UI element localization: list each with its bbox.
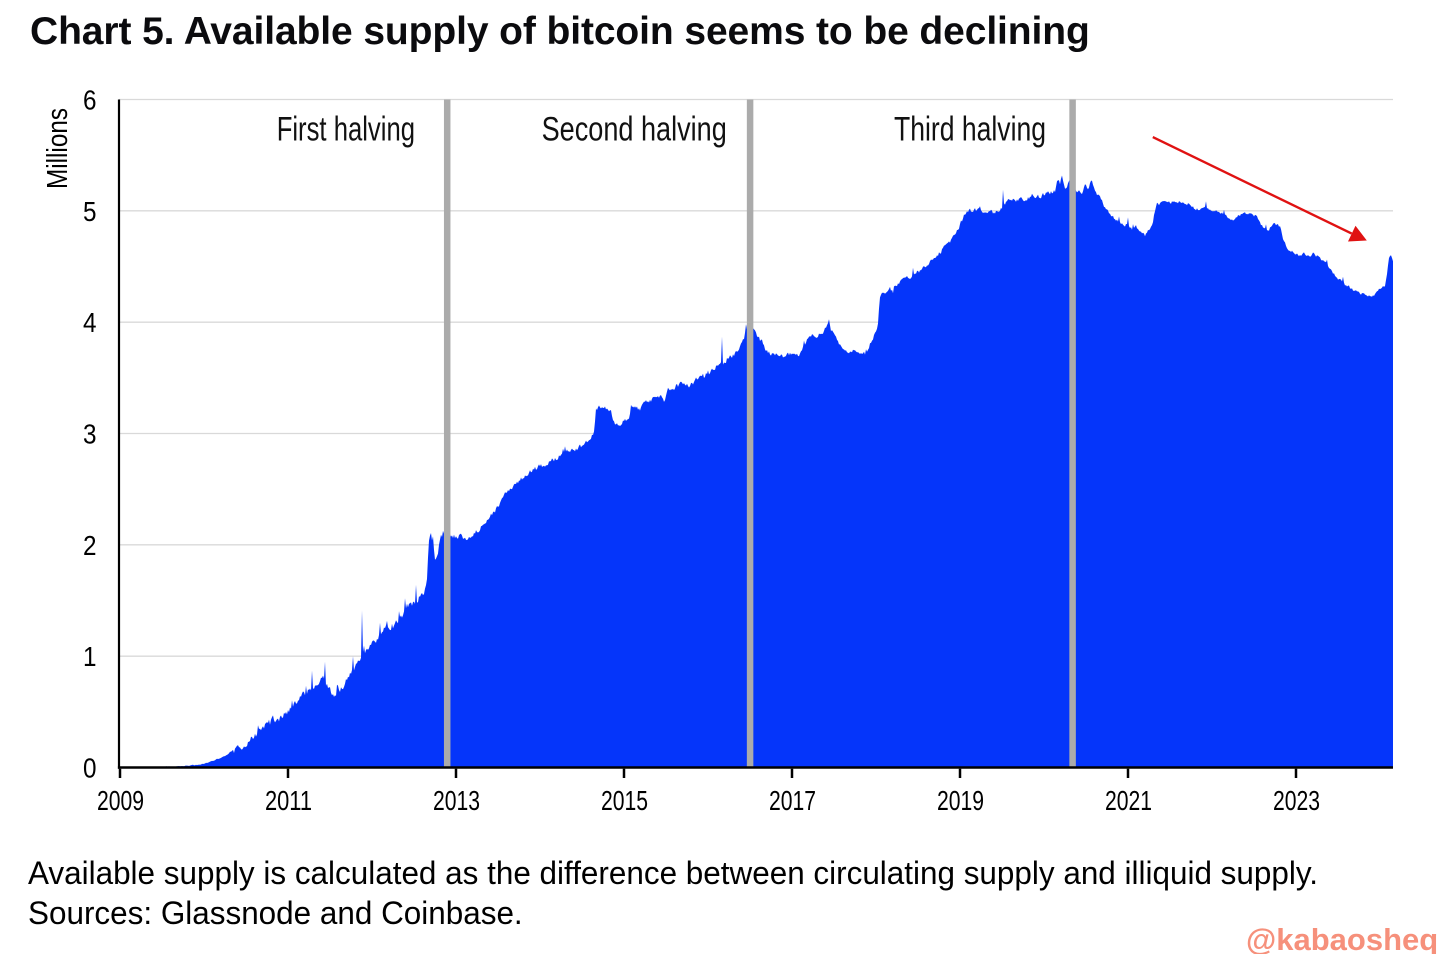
svg-text:0: 0 (83, 753, 97, 784)
svg-text:2: 2 (83, 530, 97, 561)
svg-text:First halving: First halving (277, 111, 415, 149)
svg-text:5: 5 (83, 196, 97, 227)
svg-text:3: 3 (83, 419, 97, 450)
svg-text:2015: 2015 (601, 785, 648, 816)
svg-text:2019: 2019 (937, 785, 984, 816)
svg-text:Millions: Millions (42, 108, 74, 189)
svg-text:2009: 2009 (97, 785, 144, 816)
svg-text:1: 1 (83, 641, 97, 672)
svg-text:2011: 2011 (265, 785, 312, 816)
svg-text:2021: 2021 (1105, 785, 1152, 816)
svg-text:2013: 2013 (433, 785, 480, 816)
svg-text:Third halving: Third halving (894, 111, 1046, 149)
svg-text:Second halving: Second halving (542, 111, 727, 149)
svg-text:4: 4 (83, 307, 97, 338)
svg-text:6: 6 (83, 85, 97, 116)
svg-text:2023: 2023 (1273, 785, 1320, 816)
svg-text:2017: 2017 (769, 785, 816, 816)
